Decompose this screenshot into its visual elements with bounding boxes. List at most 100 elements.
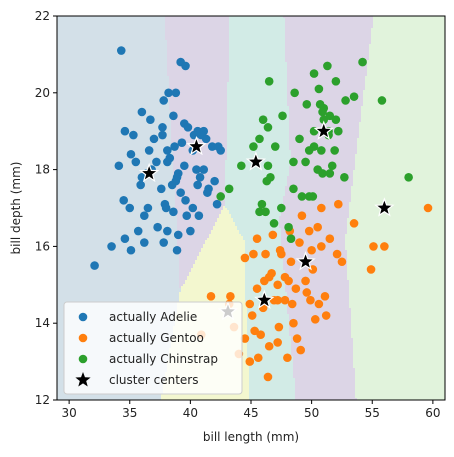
region-cell	[289, 332, 351, 334]
point-actually-adelie	[181, 196, 190, 205]
region-cell	[229, 22, 285, 24]
point-actually-gentoo	[268, 230, 278, 240]
point-actually-gentoo	[245, 299, 255, 309]
region-cell	[169, 78, 229, 80]
region-cell	[351, 198, 445, 200]
point-actually-adelie	[181, 61, 190, 71]
region-cell	[245, 240, 281, 242]
point-actually-chinstrap	[301, 157, 310, 167]
point-actually-gentoo	[321, 311, 331, 320]
point-actually-chinstrap	[289, 157, 298, 167]
region-cell	[229, 32, 285, 34]
region-cell	[57, 398, 161, 400]
region-cell	[249, 390, 295, 392]
region-cell	[57, 278, 179, 280]
region-cell	[353, 356, 445, 358]
region-cell	[167, 54, 229, 56]
region-cell	[179, 300, 245, 302]
region-cell	[225, 180, 287, 182]
region-cell	[353, 172, 445, 174]
region-cell	[353, 362, 445, 364]
region-cell	[345, 248, 445, 250]
region-cell	[177, 242, 205, 244]
region-cell	[179, 280, 185, 282]
region-cell	[57, 144, 171, 146]
region-cell	[227, 132, 289, 134]
region-cell	[57, 30, 165, 32]
region-cell	[57, 198, 175, 200]
x-tick-label: 50	[304, 406, 319, 420]
region-cell	[249, 364, 293, 366]
region-cell	[245, 248, 281, 250]
region-cell	[179, 286, 181, 288]
region-cell	[235, 222, 279, 224]
region-cell	[57, 176, 173, 178]
region-cell	[363, 94, 445, 96]
region-cell	[347, 252, 445, 254]
region-cell	[283, 252, 347, 254]
region-cell	[365, 88, 445, 90]
region-cell	[365, 86, 445, 88]
region-cell	[353, 358, 445, 360]
point-actually-adelie	[171, 88, 181, 98]
region-cell	[179, 284, 183, 286]
x-tick-label: 35	[122, 406, 137, 420]
point-actually-adelie	[183, 123, 193, 132]
region-cell	[171, 118, 227, 120]
point-actually-chinstrap	[278, 111, 287, 121]
region-cell	[227, 122, 289, 124]
region-cell	[215, 224, 235, 226]
region-cell	[285, 46, 369, 48]
region-cell	[285, 36, 371, 38]
region-cell	[179, 266, 193, 268]
region-cell	[57, 158, 173, 160]
point-actually-gentoo	[296, 345, 306, 355]
region-cell	[229, 76, 287, 78]
region-cell	[347, 262, 445, 264]
region-cell	[57, 74, 167, 76]
point-actually-chinstrap	[224, 184, 234, 194]
region-cell	[349, 204, 445, 206]
region-cell	[227, 84, 287, 86]
region-cell	[179, 262, 195, 264]
region-cell	[369, 58, 445, 60]
region-cell	[169, 94, 227, 96]
region-cell	[291, 352, 353, 354]
region-cell	[185, 280, 245, 282]
region-cell	[279, 226, 347, 228]
region-cell	[169, 86, 227, 88]
region-cell	[225, 188, 285, 190]
point-actually-chinstrap	[340, 172, 349, 182]
region-cell	[201, 248, 245, 250]
region-cell	[245, 286, 285, 288]
region-cell	[353, 184, 445, 186]
region-cell	[353, 348, 445, 350]
region-cell	[57, 18, 165, 20]
region-cell	[189, 274, 245, 276]
point-actually-gentoo	[320, 292, 330, 301]
region-cell	[283, 202, 349, 204]
point-actually-adelie	[161, 203, 171, 213]
region-cell	[177, 226, 213, 228]
region-cell	[283, 198, 351, 200]
point-actually-chinstrap	[262, 176, 272, 186]
region-cell	[247, 334, 289, 336]
region-cell	[355, 390, 445, 392]
region-cell	[193, 264, 245, 266]
region-cell	[281, 206, 349, 208]
region-cell	[57, 244, 177, 246]
region-cell	[57, 226, 177, 228]
region-cell	[161, 398, 249, 400]
region-cell	[353, 176, 445, 178]
region-cell	[57, 96, 169, 98]
region-cell	[355, 166, 445, 168]
region-cell	[349, 294, 445, 296]
region-cell	[209, 234, 241, 236]
y-tick-label: 12	[35, 393, 50, 407]
region-cell	[175, 208, 223, 210]
cluster-center-star	[254, 289, 275, 309]
point-actually-chinstrap	[297, 192, 307, 201]
region-cell	[355, 156, 445, 158]
region-cell	[57, 264, 179, 266]
